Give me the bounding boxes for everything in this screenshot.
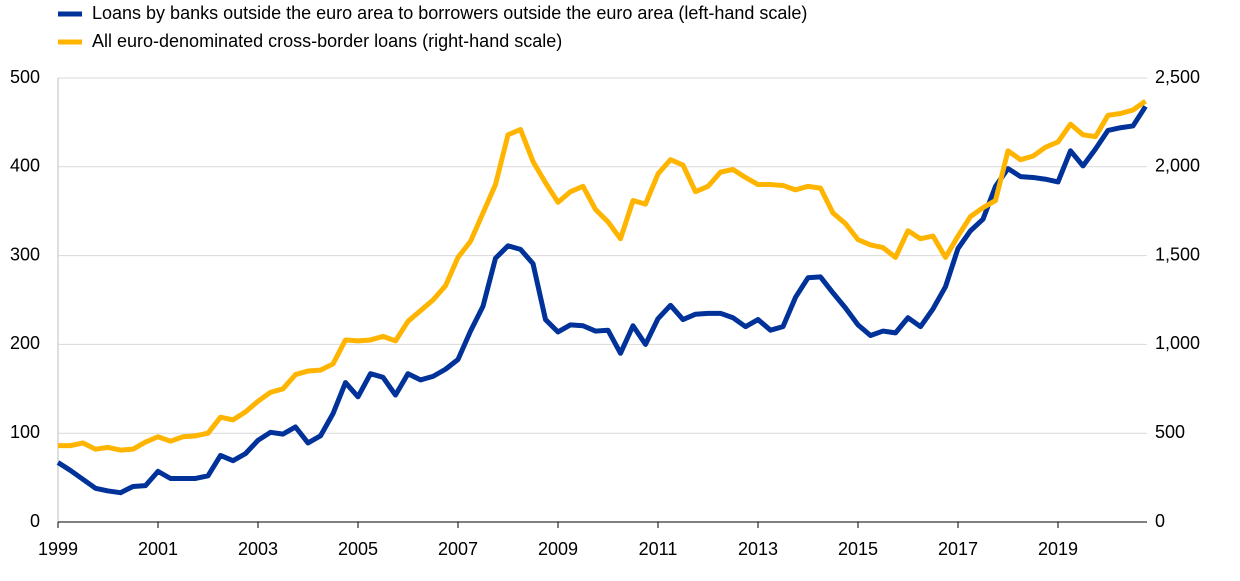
x-tick-label: 2011 [639,539,678,559]
data-line [56,105,1148,496]
x-tick-label: 2015 [838,539,878,559]
x-tick-label: 2009 [538,539,578,559]
y-tick-label: 400 [10,156,40,176]
x-tick-label: 2007 [438,539,478,559]
x-tick-label: 1999 [38,539,78,559]
legend-label: Loans by banks outside the euro area to … [92,3,807,23]
x-tick-label: 2013 [738,539,778,559]
y2-tick-label: 1,000 [1155,333,1200,353]
data-line [58,99,1147,453]
y-tick-label: 0 [30,511,40,531]
x-tick-label: 2017 [938,539,978,559]
legend-label: All euro-denominated cross-border loans … [92,31,562,51]
x-tick-label: 2019 [1038,539,1078,559]
y2-tick-label: 2,000 [1155,156,1200,176]
x-tick-label: 2001 [138,539,178,559]
y-tick-label: 300 [10,244,40,264]
x-tick-label: 2005 [338,539,378,559]
y-tick-label: 100 [10,422,40,442]
y-tick-label: 200 [10,333,40,353]
y-tick-label: 500 [10,67,40,87]
y2-tick-label: 500 [1155,422,1185,442]
y2-tick-label: 0 [1155,511,1165,531]
y2-tick-label: 1,500 [1155,244,1200,264]
x-tick-label: 2003 [238,539,278,559]
y2-tick-label: 2,500 [1155,67,1200,87]
